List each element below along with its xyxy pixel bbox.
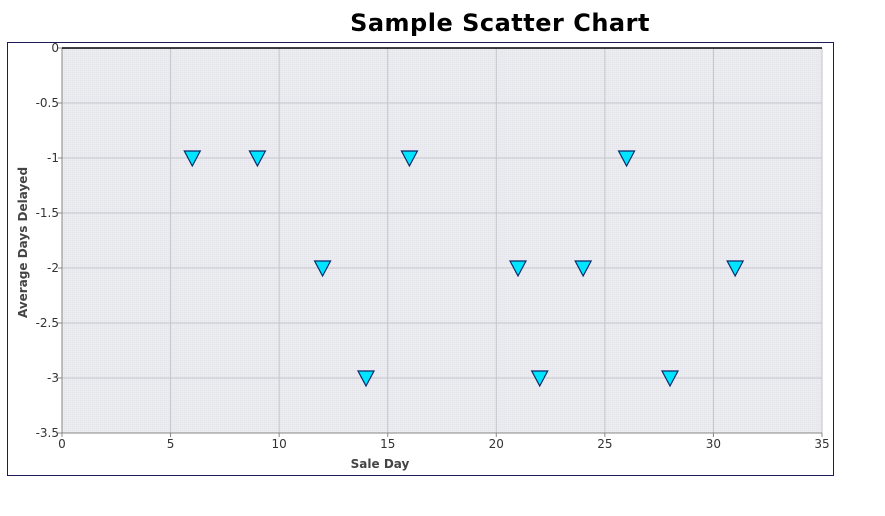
y-axis-label: Average Days Delayed <box>16 167 30 318</box>
x-tick-label: 20 <box>489 437 504 451</box>
y-tick-label: -1.5 <box>36 206 59 220</box>
y-tick-label: -1 <box>47 151 59 165</box>
y-tick-label: -2.5 <box>36 316 59 330</box>
chart-title: Sample Scatter Chart <box>350 9 650 37</box>
x-tick-label: 30 <box>706 437 721 451</box>
x-tick-label: 15 <box>380 437 395 451</box>
data-point <box>313 260 332 278</box>
y-tick-label: -3 <box>47 371 59 385</box>
data-point <box>509 260 527 278</box>
tick-labels: 0 5 10 15 20 25 30 35 0 -0.5 -1 -1.5 -2 -2.5 -3 -3.5 <box>36 41 830 451</box>
data-point <box>661 370 679 388</box>
data-point <box>248 150 267 168</box>
data-point <box>574 260 593 278</box>
data-point <box>726 260 745 278</box>
data-point <box>357 370 375 388</box>
data-point <box>530 370 549 388</box>
y-tick-label: -2 <box>47 261 59 275</box>
x-tick-label: 5 <box>167 437 175 451</box>
plot-area <box>62 48 822 433</box>
x-tick-label: 25 <box>597 437 612 451</box>
x-tick-label: 0 <box>58 437 66 451</box>
y-tick-label: -0.5 <box>36 96 59 110</box>
axes <box>61 47 822 434</box>
x-axis-label: Sale Day <box>351 457 410 471</box>
data-points <box>183 150 745 388</box>
data-point <box>183 150 202 168</box>
x-tick-label: 10 <box>272 437 287 451</box>
y-tick-label: 0 <box>51 41 59 55</box>
y-tick-label: -3.5 <box>36 426 59 440</box>
data-point <box>400 150 419 168</box>
x-tick-label: 35 <box>814 437 829 451</box>
grid-lines <box>62 48 823 433</box>
data-point <box>617 150 636 168</box>
